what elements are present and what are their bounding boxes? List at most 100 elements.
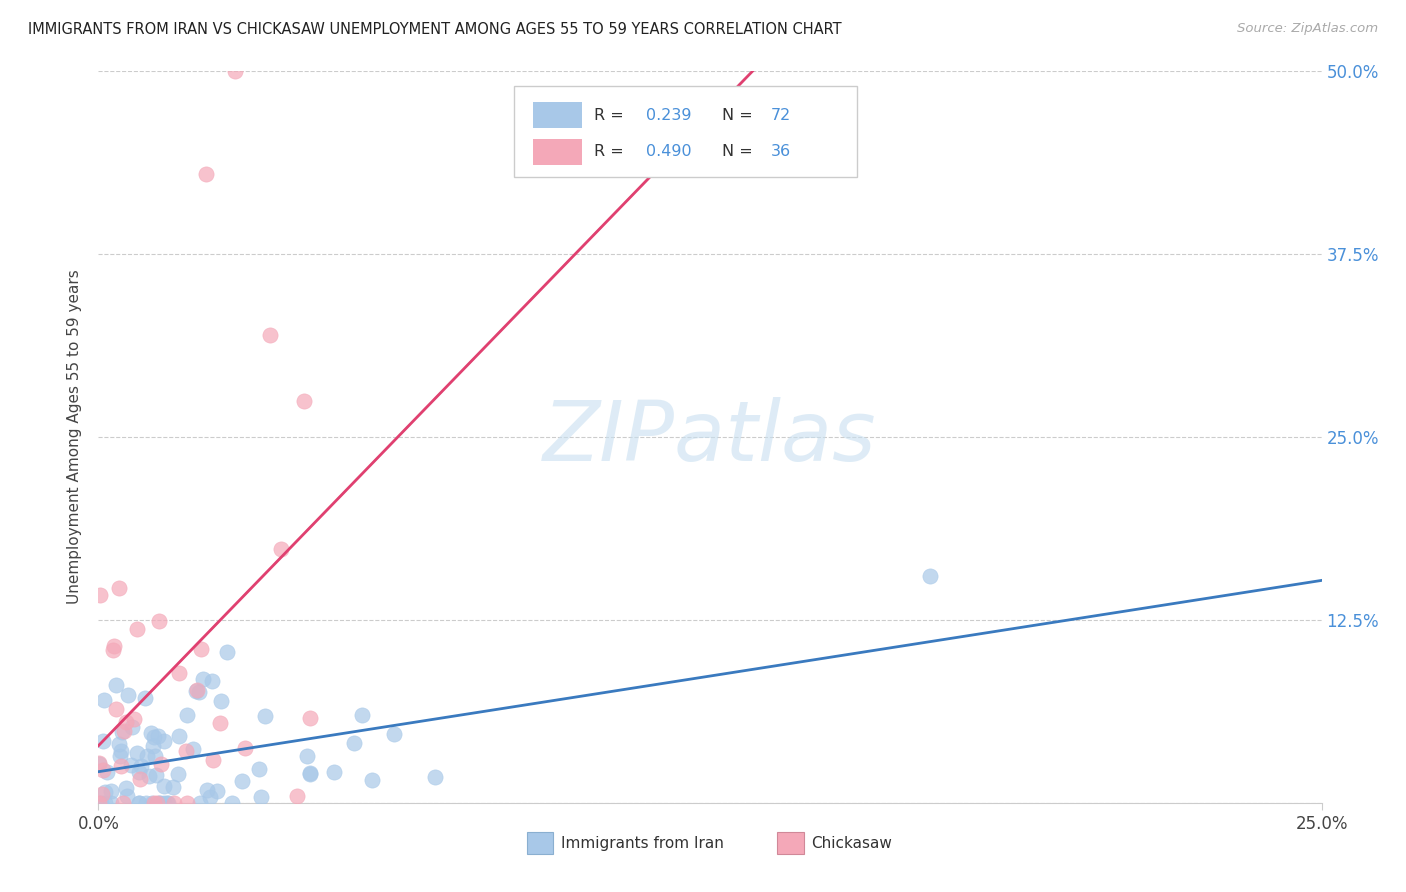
- Point: [382, 727, 405, 741]
- Point: [128, 796, 150, 810]
- Point: [207, 784, 229, 798]
- Point: [87, 756, 110, 770]
- Point: [141, 796, 163, 810]
- Point: [162, 796, 184, 810]
- Point: [186, 683, 208, 698]
- Point: [89, 588, 111, 602]
- Text: Chickasaw: Chickasaw: [811, 836, 893, 851]
- Point: [91, 733, 114, 747]
- Point: [208, 715, 231, 730]
- Point: [128, 796, 150, 810]
- Point: [142, 796, 165, 810]
- Point: [145, 767, 167, 781]
- Point: [149, 796, 172, 810]
- Point: [343, 736, 366, 750]
- Point: [187, 685, 209, 699]
- Point: [121, 721, 143, 735]
- Point: [136, 748, 159, 763]
- Point: [352, 708, 374, 723]
- Bar: [533, 102, 582, 128]
- Point: [259, 327, 281, 342]
- Point: [87, 757, 110, 772]
- Text: Immigrants from Iran: Immigrants from Iran: [561, 836, 724, 851]
- Point: [224, 64, 246, 78]
- Point: [91, 787, 114, 801]
- Point: [285, 789, 308, 804]
- Bar: [526, 832, 554, 854]
- Bar: [533, 138, 582, 165]
- Point: [91, 763, 114, 777]
- Point: [195, 167, 218, 181]
- Point: [115, 789, 138, 804]
- Point: [143, 749, 166, 764]
- Text: Source: ZipAtlas.com: Source: ZipAtlas.com: [1237, 22, 1378, 36]
- Bar: [778, 832, 804, 854]
- Point: [209, 694, 232, 708]
- Point: [299, 767, 322, 781]
- Point: [323, 765, 346, 780]
- Point: [108, 748, 131, 763]
- FancyBboxPatch shape: [515, 86, 856, 178]
- Text: 36: 36: [772, 145, 792, 160]
- Point: [101, 643, 124, 657]
- Point: [135, 796, 157, 810]
- Text: 0.490: 0.490: [647, 145, 692, 160]
- Point: [152, 779, 174, 793]
- Point: [114, 714, 136, 729]
- Text: IMMIGRANTS FROM IRAN VS CHICKASAW UNEMPLOYMENT AMONG AGES 55 TO 59 YEARS CORRELA: IMMIGRANTS FROM IRAN VS CHICKASAW UNEMPL…: [28, 22, 842, 37]
- Point: [100, 784, 122, 798]
- Point: [247, 762, 270, 776]
- Point: [108, 581, 131, 595]
- Text: N =: N =: [723, 108, 758, 123]
- Text: N =: N =: [723, 145, 758, 160]
- Point: [143, 730, 166, 744]
- Point: [167, 729, 190, 743]
- Point: [193, 672, 215, 686]
- Point: [141, 739, 163, 753]
- Point: [94, 785, 117, 799]
- Point: [90, 796, 112, 810]
- Point: [298, 766, 321, 780]
- Point: [134, 691, 156, 706]
- Point: [188, 796, 211, 810]
- Point: [148, 614, 170, 628]
- Point: [155, 796, 177, 810]
- Point: [125, 622, 148, 636]
- Point: [129, 759, 152, 773]
- Point: [166, 766, 188, 780]
- Point: [141, 726, 163, 740]
- Point: [190, 642, 212, 657]
- Point: [174, 744, 197, 758]
- Point: [920, 569, 942, 583]
- Text: 72: 72: [772, 108, 792, 123]
- Text: ZIPatlas: ZIPatlas: [543, 397, 877, 477]
- Y-axis label: Unemployment Among Ages 55 to 59 years: Unemployment Among Ages 55 to 59 years: [67, 269, 83, 605]
- Point: [94, 796, 117, 810]
- Point: [249, 790, 271, 805]
- Point: [157, 796, 180, 810]
- Point: [96, 764, 118, 779]
- Point: [152, 734, 174, 748]
- Point: [201, 753, 224, 767]
- Point: [87, 796, 110, 810]
- Point: [107, 738, 129, 752]
- Point: [112, 796, 135, 810]
- Point: [93, 692, 115, 706]
- Point: [117, 688, 139, 702]
- Point: [231, 774, 253, 789]
- Point: [361, 773, 384, 788]
- Point: [298, 711, 321, 725]
- Point: [114, 724, 136, 739]
- Point: [270, 542, 292, 557]
- Text: 0.239: 0.239: [647, 108, 692, 123]
- Point: [110, 759, 132, 773]
- Text: R =: R =: [593, 108, 628, 123]
- Point: [104, 678, 127, 692]
- Point: [176, 708, 198, 723]
- Point: [128, 765, 150, 780]
- Point: [162, 780, 184, 795]
- Point: [111, 725, 134, 739]
- Point: [167, 665, 190, 680]
- Point: [129, 772, 152, 787]
- Point: [253, 709, 276, 723]
